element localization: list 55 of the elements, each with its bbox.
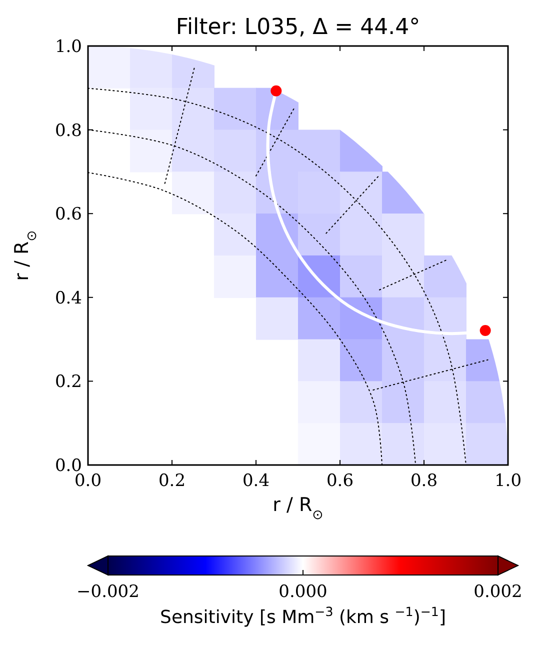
- x-tick-label: 1.0: [494, 471, 522, 491]
- point: [270, 85, 282, 96]
- x-tick-label: 0.4: [242, 471, 270, 491]
- point: [340, 381, 382, 424]
- point: [256, 214, 298, 256]
- point: [298, 172, 340, 214]
- chart-title: Filter: L035, Δ = 44.4°: [176, 15, 420, 40]
- color-bar-label: 0.002: [474, 582, 522, 602]
- x-axis-title: r / R$_{⊙}$: [272, 494, 324, 522]
- point: [214, 172, 256, 214]
- point: [340, 255, 382, 298]
- point: [298, 297, 340, 340]
- y-tick-label: 0.6: [54, 204, 82, 225]
- point: [382, 423, 424, 465]
- point: [382, 255, 424, 298]
- x-tick-label: 0.6: [326, 471, 354, 491]
- point: [298, 214, 340, 256]
- point: [382, 214, 424, 256]
- point: [340, 423, 382, 465]
- x-tick-label: 0.8: [410, 471, 438, 491]
- point: [466, 423, 508, 465]
- point: [424, 339, 466, 382]
- point: [382, 297, 424, 340]
- x-tick-label: 0.2: [158, 471, 186, 491]
- point: [424, 423, 466, 465]
- point: [298, 423, 340, 465]
- point: [480, 325, 491, 336]
- point: [214, 88, 256, 130]
- point: [88, 46, 130, 88]
- point: [214, 130, 256, 172]
- color-bar-title: Sensitivity [s Mm$^{−3}$ (km s $^{−1}$)$^{−1}$]: [160, 604, 446, 628]
- point: [256, 255, 298, 298]
- color-bar-label: −0.002: [76, 582, 140, 602]
- point: [214, 255, 256, 298]
- point: [424, 381, 466, 424]
- point: [130, 88, 172, 130]
- point: [214, 214, 256, 256]
- point: [172, 172, 214, 214]
- point: [130, 130, 172, 172]
- y-tick-label: 0.2: [54, 372, 82, 392]
- y-tick-label: 0.8: [54, 120, 82, 141]
- point: [382, 381, 424, 424]
- point: [172, 130, 214, 172]
- y-tick-label: 0.4: [54, 288, 82, 308]
- point: [298, 130, 340, 172]
- point: [172, 88, 214, 130]
- point: [340, 339, 382, 382]
- point: [298, 339, 340, 382]
- color-bar-label: 0.000: [278, 582, 328, 602]
- y-tick-label: 1.0: [54, 37, 82, 57]
- point: [256, 297, 298, 340]
- point: [298, 381, 340, 424]
- point: [424, 297, 466, 340]
- point: [340, 214, 382, 256]
- point: [340, 172, 382, 214]
